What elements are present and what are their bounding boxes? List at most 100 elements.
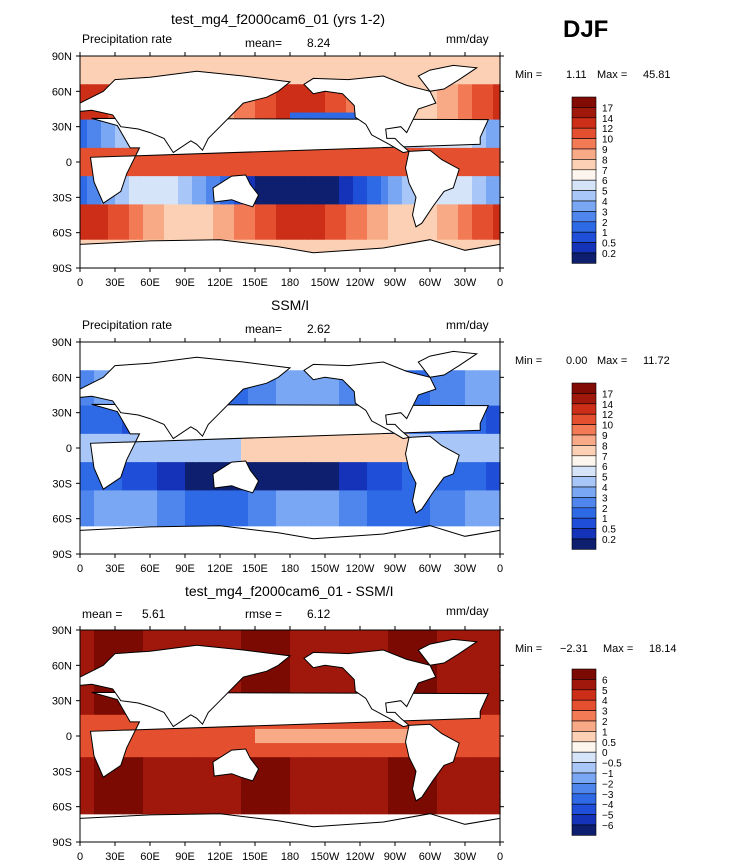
- field-cell: [339, 806, 347, 815]
- field-cell: [388, 239, 396, 248]
- field-cell: [360, 806, 368, 815]
- field-cell: [255, 644, 263, 652]
- field-cell: [465, 476, 473, 484]
- field-cell: [150, 440, 158, 449]
- field-cell: [388, 433, 396, 442]
- field-cell: [486, 162, 494, 170]
- field-cell: [339, 63, 347, 71]
- field-cell: [94, 225, 102, 234]
- field-cell: [367, 462, 375, 470]
- field-cell: [493, 98, 501, 107]
- field-cell: [80, 764, 88, 772]
- field-cell: [339, 644, 347, 652]
- field-cell: [178, 504, 186, 513]
- field-cell: [136, 806, 144, 815]
- field-cell: [241, 778, 249, 787]
- field-cell: [157, 497, 165, 506]
- field-cell: [248, 232, 256, 241]
- field-cell: [339, 211, 347, 220]
- colorbar-box: [571, 720, 597, 732]
- field-cell: [479, 476, 487, 484]
- field-cell: [87, 370, 95, 378]
- field-cell: [185, 162, 193, 170]
- field-cell: [472, 239, 480, 248]
- field-cell: [304, 391, 312, 400]
- field-cell: [269, 771, 277, 779]
- field-cell: [262, 511, 270, 520]
- field-cell: [101, 707, 109, 716]
- field-cell: [122, 204, 130, 213]
- field-cell: [248, 455, 256, 463]
- field-cell: [94, 218, 102, 227]
- field-cell: [486, 497, 494, 506]
- field-cell: [374, 162, 382, 170]
- field-cell: [458, 518, 466, 527]
- field-cell: [101, 651, 109, 659]
- field-cell: [241, 497, 249, 506]
- field-cell: [213, 154, 221, 163]
- field-cell: [346, 630, 354, 638]
- field-cell: [479, 440, 487, 449]
- field-cell: [493, 504, 501, 513]
- field-cell: [353, 162, 361, 170]
- field-cell: [304, 239, 312, 248]
- field-cell: [178, 211, 186, 220]
- field-cell: [451, 728, 459, 737]
- field-cell: [367, 757, 375, 765]
- field-cell: [248, 211, 256, 220]
- field-cell: [248, 504, 256, 513]
- field-cell: [94, 792, 102, 801]
- field-cell: [416, 225, 424, 234]
- field-cell: [290, 70, 298, 78]
- field-cell: [241, 511, 249, 520]
- field-cell: [486, 140, 494, 149]
- field-cell: [241, 644, 249, 652]
- field-cell: [122, 469, 130, 477]
- field-cell: [192, 785, 200, 794]
- field-cell: [332, 63, 340, 71]
- field-cell: [227, 778, 235, 787]
- field-cell: [332, 518, 340, 527]
- field-cell: [486, 483, 494, 491]
- field-cell: [129, 455, 137, 463]
- field-cell: [381, 183, 389, 191]
- field-cell: [493, 728, 501, 737]
- field-cell: [171, 176, 179, 184]
- field-cell: [241, 211, 249, 220]
- field-cell: [318, 778, 326, 787]
- field-cell: [346, 56, 354, 64]
- field-cell: [325, 98, 333, 107]
- field-cell: [479, 771, 487, 779]
- field-cell: [465, 721, 473, 730]
- field-cell: [157, 778, 165, 787]
- field-cell: [136, 455, 144, 463]
- field-cell: [486, 476, 494, 484]
- field-cell: [402, 225, 410, 234]
- field-cell: [472, 483, 480, 491]
- field-cell: [136, 497, 144, 506]
- field-cell: [486, 440, 494, 449]
- field-cell: [297, 771, 305, 779]
- field-cell: [388, 490, 396, 499]
- field-cell: [276, 162, 284, 170]
- field-cell: [241, 63, 249, 71]
- field-cell: [80, 56, 88, 64]
- field-cell: [262, 169, 270, 177]
- field-cell: [101, 56, 109, 64]
- field-cell: [269, 728, 277, 737]
- field-cell: [304, 147, 312, 156]
- field-cell: [234, 728, 242, 737]
- field-cell: [472, 651, 480, 659]
- field-cell: [339, 792, 347, 801]
- field-cell: [311, 232, 319, 241]
- field-cell: [458, 764, 466, 772]
- field-cell: [136, 211, 144, 220]
- field-cell: [157, 630, 165, 638]
- field-cell: [458, 190, 466, 198]
- field-cell: [346, 644, 354, 652]
- field-cell: [381, 490, 389, 499]
- field-cell: [185, 490, 193, 499]
- field-cell: [129, 630, 137, 638]
- x-tick-label: 120W: [346, 563, 375, 575]
- field-cell: [255, 806, 263, 815]
